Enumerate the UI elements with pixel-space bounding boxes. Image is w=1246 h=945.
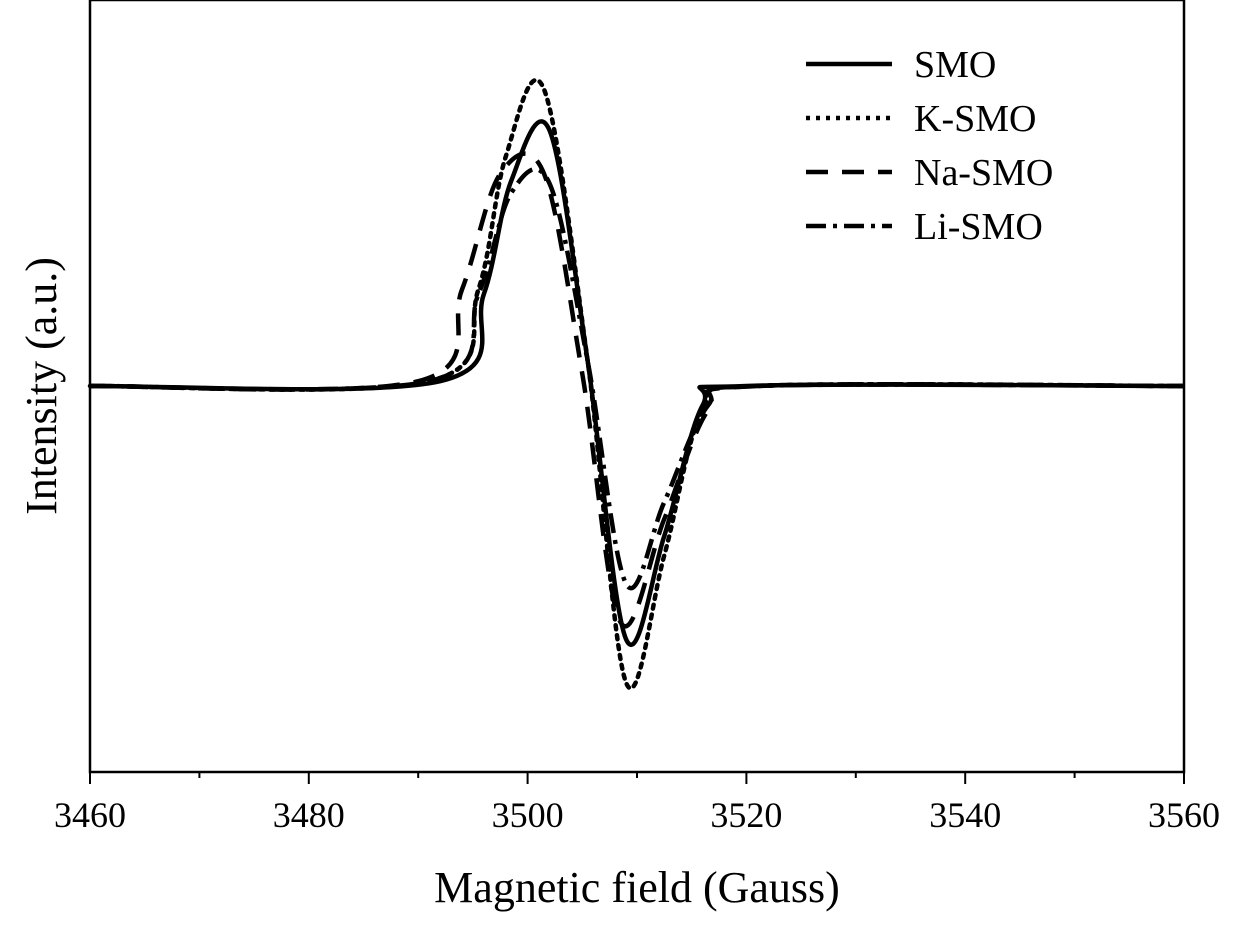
legend-label-smo: SMO <box>914 44 996 86</box>
x-axis-ticks <box>89 772 1185 784</box>
x-tick-label: 3480 <box>273 795 345 835</box>
legend-label-na-smo: Na-SMO <box>914 152 1053 194</box>
x-axis-tick-labels: 3460 3480 3500 3520 3540 3560 <box>54 795 1220 835</box>
legend-label-k-smo: K-SMO <box>914 98 1036 140</box>
legend-label-li-smo: Li-SMO <box>914 206 1043 248</box>
x-tick-label: 3560 <box>1148 795 1220 835</box>
legend: SMO K-SMO Na-SMO Li-SMO <box>806 44 1053 248</box>
x-tick-label: 3520 <box>710 795 782 835</box>
y-axis-title: Intensity (a.u.) <box>17 257 66 515</box>
x-axis-title: Magnetic field (Gauss) <box>434 863 840 912</box>
x-tick-label: 3500 <box>492 795 564 835</box>
x-tick-label: 3460 <box>54 795 126 835</box>
x-tick-label: 3540 <box>929 795 1001 835</box>
series-line-li-smo <box>89 167 1185 591</box>
series-layer <box>87 77 1187 691</box>
